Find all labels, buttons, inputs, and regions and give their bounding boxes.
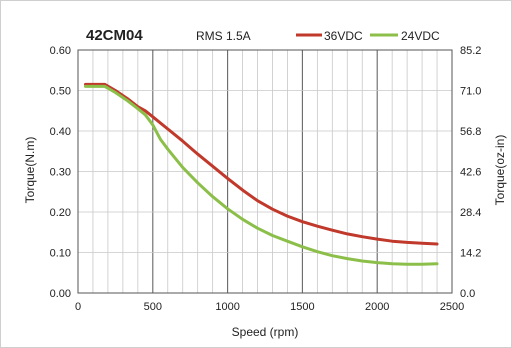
y-tick-label-right: 28.4	[460, 207, 481, 219]
chart-title: 42CM04	[86, 27, 143, 44]
y-tick-label-left: 0.60	[50, 45, 71, 57]
plot-border	[77, 49, 453, 294]
y-tick-label-left: 0.20	[50, 207, 71, 219]
y-tick-label-left: 0.50	[50, 86, 71, 98]
x-tick-label: 0	[75, 301, 81, 313]
chart-subtitle: RMS 1.5A	[196, 29, 251, 43]
x-tick-label: 2500	[440, 301, 464, 313]
x-axis-label: Speed (rpm)	[232, 325, 299, 339]
legend-label-36vdc: 36VDC	[324, 29, 363, 43]
series-lines	[84, 82, 439, 266]
y-tick-label-right: 42.6	[460, 167, 481, 179]
y-tick-label-right: 71.0	[460, 86, 481, 98]
legend: 36VDC 24VDC	[296, 29, 440, 43]
series-line-36vdc	[84, 82, 439, 246]
grid	[78, 50, 452, 293]
y-axis-label-left: Torque(N.m)	[23, 137, 37, 204]
x-tick-label: 1000	[215, 301, 239, 313]
series-line-24vdc	[84, 84, 439, 266]
y-tick-label-right: 85.2	[460, 45, 481, 57]
y-tick-label-right: 14.2	[460, 248, 481, 260]
y-axis-label-right: Torque(oz-in)	[493, 135, 507, 206]
y-tick-label-left: 0.10	[50, 248, 71, 260]
legend-label-24vdc: 24VDC	[401, 29, 440, 43]
y-tick-label-left: 0.00	[50, 288, 71, 300]
y-tick-label-left: 0.30	[50, 167, 71, 179]
x-tick-label: 1500	[290, 301, 314, 313]
y-tick-label-left: 0.40	[50, 126, 71, 138]
tick-labels: 0 500 1000 1500 2000 2500 0.00 0.10 0.20 0.30 0.40…	[50, 45, 482, 313]
y-tick-label-right: 0.0	[460, 288, 475, 300]
y-tick-label-right: 56.8	[460, 126, 481, 138]
x-tick-label: 2000	[365, 301, 389, 313]
x-tick-label: 500	[144, 301, 162, 313]
